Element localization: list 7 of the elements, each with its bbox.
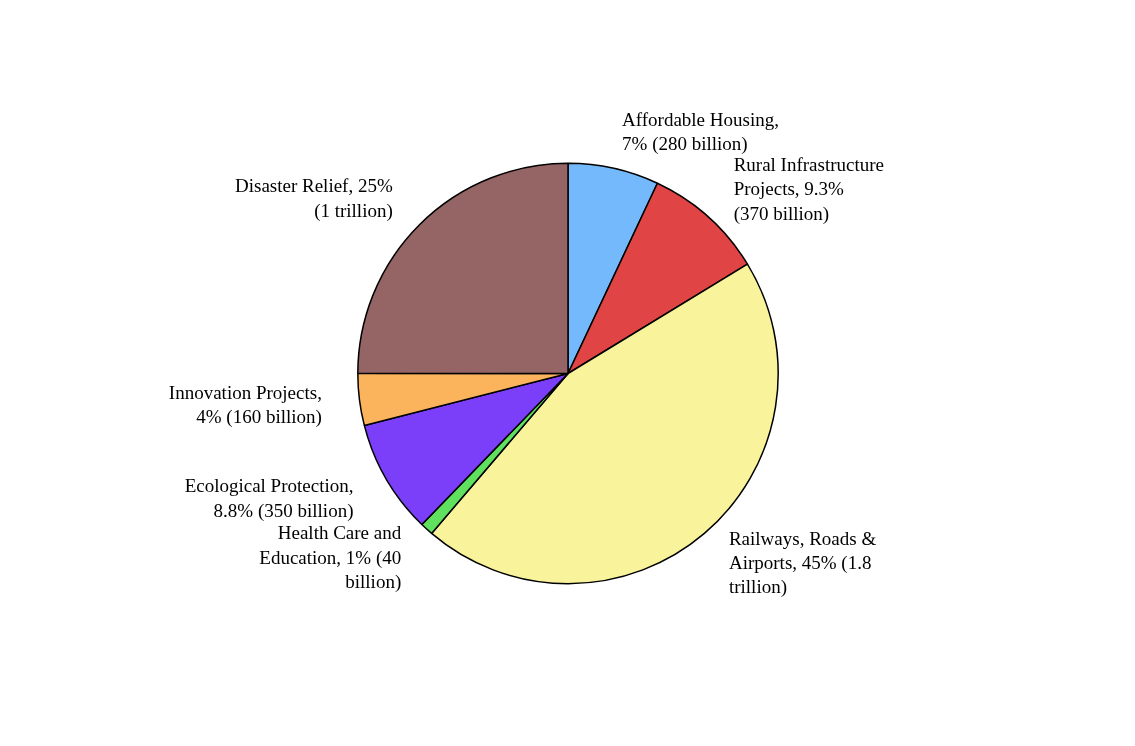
slice-label: Affordable Housing, 7% (280 billion): [622, 108, 779, 156]
slice-label: Railways, Roads & Airports, 45% (1.8 trillion): [728, 527, 877, 598]
slice-label: Innovation Projects, 4% (160 billion): [168, 381, 322, 428]
slice-label: Disaster Relief, 25% (1 trillion): [235, 175, 393, 222]
slice-label: Rural Infrastructure Projects, 9.3% (370 billion): [733, 154, 884, 225]
slice-label: Health Care and Education, 1% (40 billion): [259, 522, 402, 593]
slice-label: Ecological Protection, 8.8% (350 billion): [184, 475, 354, 522]
